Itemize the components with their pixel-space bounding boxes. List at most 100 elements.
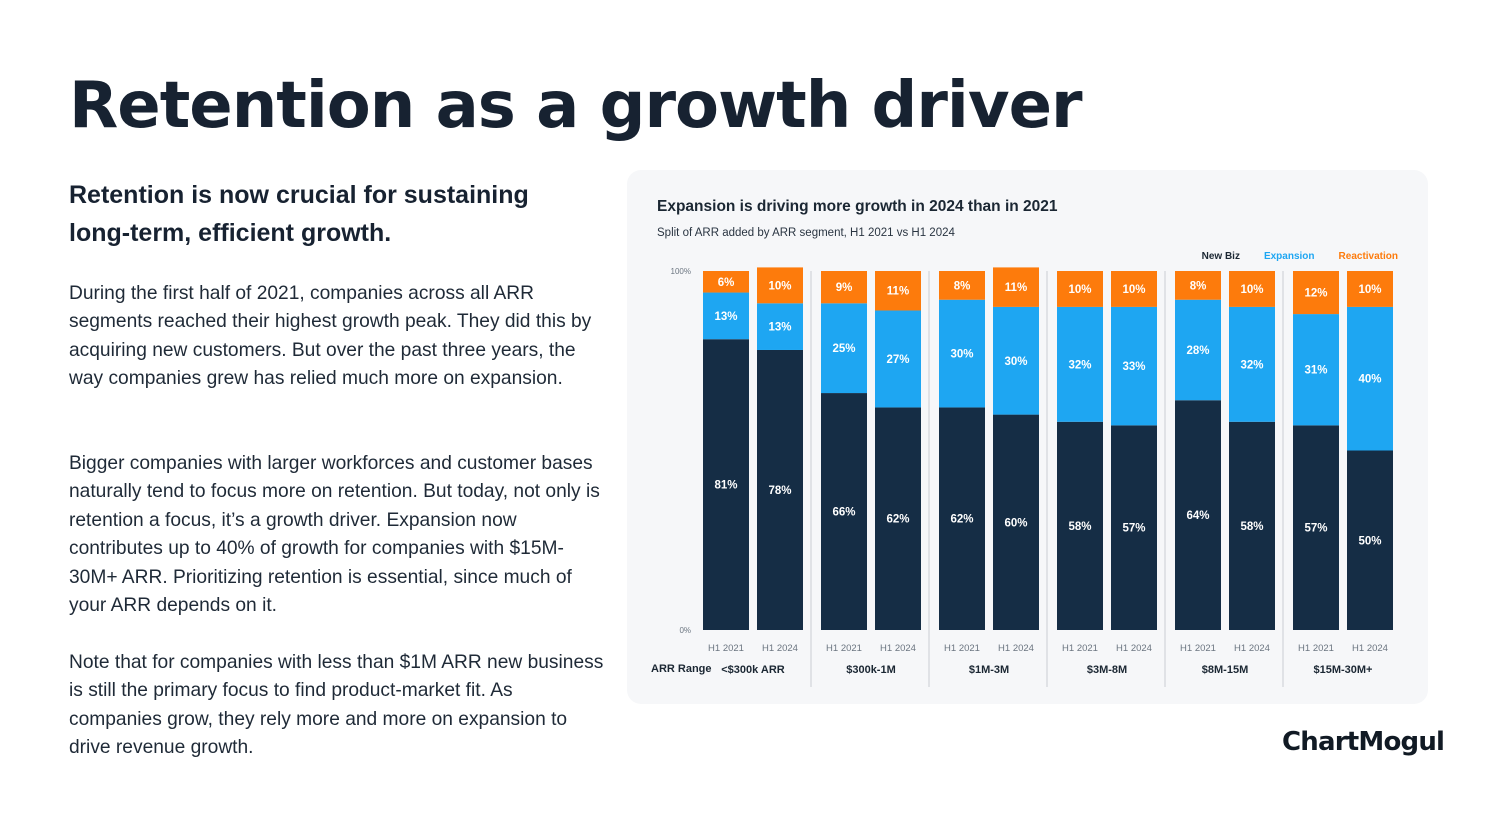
bar-segment-new-biz	[1229, 421, 1275, 630]
x-tick-label: H1 2024	[1352, 643, 1388, 654]
x-tick-label: H1 2024	[998, 643, 1034, 654]
data-label: 11%	[1005, 282, 1027, 294]
bar-segment-new-biz	[1057, 421, 1103, 630]
data-label: 30%	[950, 349, 973, 361]
group-label: $3M-8M	[1087, 664, 1127, 676]
legend-new-biz: New Biz	[1202, 251, 1240, 262]
bar-segment-expansion	[993, 306, 1039, 415]
bar-segment-reactivation	[939, 271, 985, 300]
x-tick-label: H1 2021	[1180, 643, 1216, 654]
chart-title: Expansion is driving more growth in 2024…	[657, 198, 1058, 215]
bar-segment-reactivation	[993, 267, 1039, 307]
bar-segment-new-biz	[757, 349, 803, 630]
bar-segment-expansion	[1229, 306, 1275, 422]
data-label: 66%	[832, 507, 855, 519]
group-axis-label: ARR Range	[651, 663, 712, 675]
bar-segment-expansion	[757, 303, 803, 350]
data-label: 10%	[1240, 284, 1263, 296]
data-label: 27%	[886, 354, 909, 366]
bar-segment-expansion	[703, 292, 749, 340]
data-label: 8%	[1190, 280, 1207, 292]
data-label: 25%	[832, 343, 855, 355]
data-label: 50%	[1358, 535, 1381, 547]
x-tick-label: H1 2021	[826, 643, 862, 654]
group-label: <$300k ARR	[721, 664, 785, 676]
bar-segment-reactivation	[1293, 271, 1339, 315]
legend-expansion: Expansion	[1264, 251, 1315, 262]
group-label: $1M-3M	[969, 664, 1009, 676]
bar-segment-reactivation	[703, 271, 749, 293]
data-label: 40%	[1358, 374, 1381, 386]
bar-segment-reactivation	[875, 271, 921, 311]
group-label: $8M-15M	[1202, 664, 1248, 676]
bar-segment-new-biz	[1293, 425, 1339, 630]
page-title: Retention as a growth driver	[69, 69, 1083, 143]
data-label: 81%	[714, 480, 737, 492]
bar-segment-expansion	[939, 299, 985, 408]
data-label: 9%	[836, 282, 853, 294]
data-label: 30%	[1004, 356, 1027, 368]
bar-segment-expansion	[1293, 314, 1339, 426]
data-label: 10%	[1068, 284, 1091, 296]
bar-segment-new-biz	[939, 407, 985, 630]
bar-segment-new-biz	[821, 393, 867, 630]
y-tick-label: 0%	[679, 626, 691, 635]
y-tick-label: 100%	[671, 267, 691, 276]
data-label: 12%	[1304, 288, 1327, 300]
bar-segment-expansion	[875, 310, 921, 408]
data-label: 58%	[1240, 521, 1263, 533]
x-tick-label: H1 2024	[880, 643, 916, 654]
data-label: 13%	[768, 322, 791, 334]
x-tick-label: H1 2021	[708, 643, 744, 654]
data-label: 8%	[954, 280, 971, 292]
data-label: 10%	[1358, 284, 1381, 296]
bar-segment-reactivation	[1057, 271, 1103, 307]
stacked-bar-chart: Expansion is driving more growth in 2024…	[651, 198, 1398, 687]
body-paragraph: Bigger companies with larger workforces …	[69, 453, 600, 617]
bar-segment-expansion	[1175, 299, 1221, 401]
data-label: 78%	[768, 485, 791, 497]
chartmogul-logo: ChartMogul	[1282, 727, 1445, 757]
bar-segment-new-biz	[1347, 450, 1393, 630]
data-label: 57%	[1122, 523, 1145, 535]
data-label: 28%	[1186, 345, 1209, 357]
data-label: 60%	[1004, 517, 1027, 529]
legend-reactivation: Reactivation	[1339, 251, 1398, 262]
chart-subtitle: Split of ARR added by ARR segment, H1 20…	[657, 227, 955, 239]
chart-card: Expansion is driving more growth in 2024…	[627, 170, 1428, 704]
x-tick-label: H1 2021	[1062, 643, 1098, 654]
bar-segment-new-biz	[1175, 400, 1221, 630]
data-label: 11%	[887, 286, 909, 298]
data-label: 10%	[768, 280, 791, 292]
bar-segment-new-biz	[875, 407, 921, 630]
x-tick-label: H1 2021	[1298, 643, 1334, 654]
bar-segment-reactivation	[821, 271, 867, 304]
bar-segment-new-biz	[1111, 425, 1157, 630]
data-label: 64%	[1186, 510, 1209, 522]
data-label: 62%	[886, 514, 909, 526]
bar-segment-reactivation	[1229, 271, 1275, 307]
bar-segment-expansion	[1347, 306, 1393, 451]
data-label: 6%	[718, 277, 735, 289]
bar-segment-reactivation	[1347, 271, 1393, 307]
lede-text: Retention is now crucial for sustaining …	[69, 181, 529, 247]
data-label: 13%	[714, 311, 737, 323]
bar-segment-reactivation	[1111, 271, 1157, 307]
bar-segment-new-biz	[703, 339, 749, 630]
bar-segment-reactivation	[757, 267, 803, 304]
group-label: $15M-30M+	[1313, 664, 1372, 676]
body-paragraph: During the first half of 2021, companies…	[69, 283, 592, 390]
bar-segment-expansion	[821, 303, 867, 394]
body-paragraph: Note that for companies with less than $…	[69, 652, 604, 759]
x-tick-label: H1 2024	[1234, 643, 1270, 654]
x-tick-label: H1 2024	[1116, 643, 1152, 654]
data-label: 10%	[1122, 284, 1145, 296]
data-label: 33%	[1122, 361, 1145, 373]
data-label: 58%	[1068, 521, 1091, 533]
bar-segment-expansion	[1057, 306, 1103, 422]
data-label: 62%	[950, 514, 973, 526]
bar-segment-expansion	[1111, 306, 1157, 426]
x-tick-label: H1 2024	[762, 643, 798, 654]
bar-segment-new-biz	[993, 414, 1039, 630]
x-tick-label: H1 2021	[944, 643, 980, 654]
